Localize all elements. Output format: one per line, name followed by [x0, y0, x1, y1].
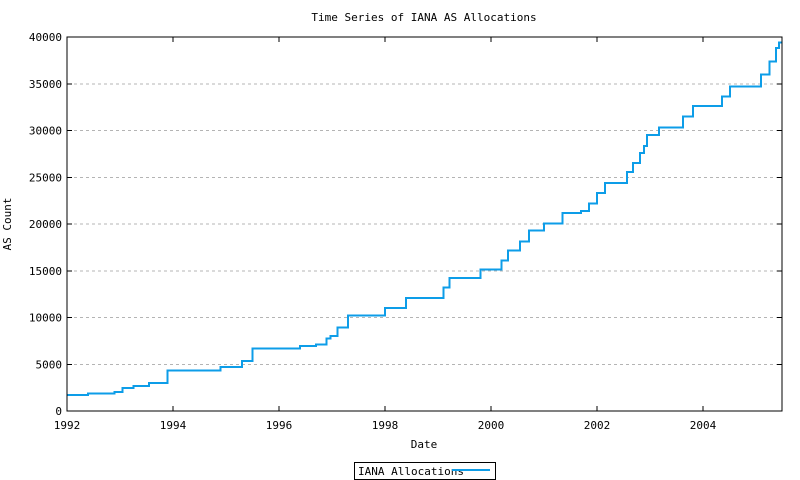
legend-box: IANA Allocations: [354, 462, 496, 480]
x-tick-label: 1992: [54, 419, 81, 432]
legend-label: IANA Allocations: [358, 465, 464, 478]
tick-labels-layer: 1992 1994 1996 1998 2000 2002 2004 0 5000 10000 15…: [29, 31, 717, 432]
x-tick-label: 2002: [584, 419, 611, 432]
gridlines-layer: [68, 83, 781, 365]
x-tick-label: 1996: [266, 419, 293, 432]
data-series-layer: [67, 41, 782, 397]
data-step-line: [67, 41, 782, 397]
y-tick-label: 15000: [29, 265, 62, 278]
y-tick-label: 5000: [36, 358, 63, 371]
y-tick-label: 40000: [29, 31, 62, 44]
y-tick-label: 25000: [29, 171, 62, 184]
x-axis-label: Date: [411, 438, 438, 451]
x-tick-label: 2004: [690, 419, 717, 432]
x-tick-label: 1994: [160, 419, 187, 432]
y-tick-label: 0: [55, 405, 62, 418]
y-tick-label: 20000: [29, 218, 62, 231]
y-tick-label: 35000: [29, 78, 62, 91]
y-tick-label: 30000: [29, 125, 62, 138]
y-axis-label: AS Count: [1, 198, 14, 251]
x-tick-label: 2000: [478, 419, 505, 432]
chart-title: Time Series of IANA AS Allocations: [311, 11, 536, 24]
axes-layer: [66, 36, 783, 412]
y-tick-label: 10000: [29, 312, 62, 325]
x-tick-label: 1998: [372, 419, 399, 432]
